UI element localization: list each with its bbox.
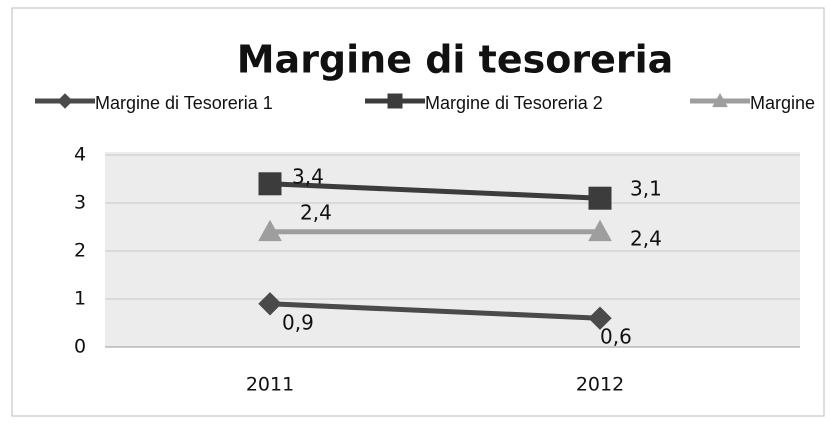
plot-area: [105, 152, 800, 347]
marker: [258, 292, 282, 316]
y-tick-label: 3: [74, 192, 86, 214]
marker: [588, 219, 612, 242]
data-label: 2,4: [630, 226, 662, 250]
series-line: [269, 181, 601, 201]
marker: [57, 93, 73, 109]
y-tick-label: 0: [74, 336, 86, 358]
data-label: 3,4: [292, 164, 324, 188]
marker: [258, 172, 282, 196]
marker: [258, 219, 282, 242]
legend-label: Margine di Tesoreria 1: [95, 93, 273, 113]
y-tick-label: 2: [74, 240, 86, 262]
marker: [588, 306, 612, 330]
marker: [712, 92, 728, 108]
chart-title: Margine di tesoreria: [237, 38, 674, 82]
data-label: 0,6: [600, 325, 632, 349]
marker: [588, 186, 612, 210]
y-tick-label: 1: [74, 288, 86, 310]
data-label: 2,4: [300, 200, 332, 224]
y-tick-label: 4: [74, 144, 86, 166]
marker: [387, 93, 403, 109]
legend-label: Margine di Tesoreria 2: [425, 93, 603, 113]
data-label: 0,9: [282, 310, 314, 334]
x-tick-label: 2011: [246, 374, 294, 396]
data-label: 3,1: [630, 177, 662, 201]
series-line: [269, 301, 601, 321]
legend-label: Margine: [750, 93, 815, 113]
x-tick-label: 2012: [576, 374, 624, 396]
